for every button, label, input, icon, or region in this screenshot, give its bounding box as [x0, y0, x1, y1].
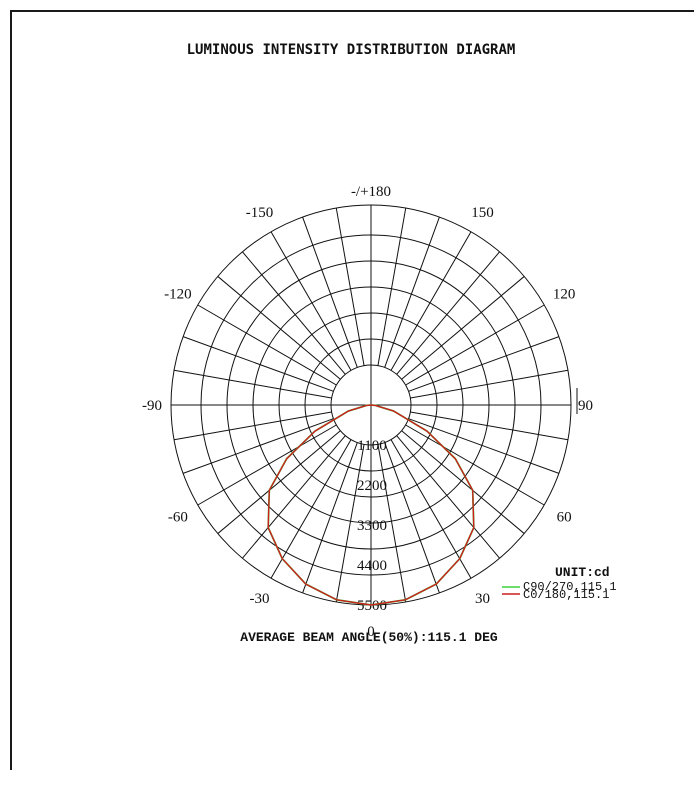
grid-spoke — [408, 418, 560, 474]
angle-label: 120 — [553, 287, 576, 303]
angle-label: -60 — [168, 510, 188, 526]
angle-label: -150 — [246, 205, 274, 221]
grid-spoke — [405, 424, 545, 506]
grid-spoke — [242, 435, 346, 559]
grid-spoke — [377, 444, 407, 603]
grid-spoke — [270, 439, 352, 579]
radial-tick-label: 2200 — [357, 478, 387, 494]
grid-spoke — [217, 276, 341, 380]
angle-label: 90 — [578, 398, 593, 414]
grid-spoke — [182, 418, 334, 474]
average-beam-angle: AVERAGE BEAM ANGLE(50%):115.1 DEG — [240, 630, 498, 645]
grid-spoke — [377, 207, 407, 366]
angle-label: 150 — [471, 205, 494, 221]
chart-frame — [10, 10, 694, 770]
grid-spoke — [410, 411, 569, 441]
legend-label-c0-180: C0/180,115.1 — [523, 588, 609, 602]
grid-spoke — [384, 442, 440, 594]
curve-c0-180 — [267, 404, 475, 606]
angle-label: 30 — [475, 591, 490, 607]
grid-spoke — [405, 304, 545, 386]
grid-spoke — [173, 369, 332, 399]
grid-spoke — [197, 304, 337, 386]
grid-spoke — [302, 442, 358, 594]
grid-spoke — [197, 424, 337, 506]
angle-label: 60 — [557, 510, 572, 526]
grid-spoke — [396, 435, 500, 559]
grid-spoke — [408, 336, 560, 392]
radial-tick-label: 5500 — [357, 598, 387, 614]
grid-spoke — [401, 276, 525, 380]
radial-tick-label: 1100 — [357, 438, 386, 454]
grid-spoke — [335, 444, 365, 603]
angle-label: -120 — [164, 287, 192, 303]
intensity-curves — [267, 404, 475, 606]
angle-label: 0 — [367, 624, 375, 640]
angle-label: -90 — [142, 398, 162, 414]
grid-spoke — [390, 439, 472, 579]
grid-spoke — [217, 430, 341, 534]
grid-spoke — [390, 231, 472, 371]
grid-spoke — [173, 411, 332, 441]
grid-spoke — [182, 336, 334, 392]
grid-spoke — [410, 369, 569, 399]
grid-spoke — [384, 216, 440, 368]
radial-tick-labels: 1100 2200 3300 4400 5500 — [357, 438, 387, 614]
legend: UNIT:cd C0/180,115.1 C90/270,115.1 — [502, 565, 617, 602]
radial-tick-label: 3300 — [357, 518, 387, 534]
grid-spoke — [335, 207, 365, 366]
angle-label: -/+180 — [351, 184, 391, 200]
grid-spoke — [242, 251, 346, 375]
chart-title: LUMINOUS INTENSITY DISTRIBUTION DIAGRAM — [187, 42, 516, 58]
radial-tick-label: 4400 — [357, 558, 387, 574]
legend-label-c90-270: C90/270,115.1 — [523, 580, 617, 594]
unit-label: UNIT:cd — [555, 565, 610, 580]
polar-grid — [170, 204, 578, 606]
grid-spoke — [270, 231, 352, 371]
grid-spoke — [396, 251, 500, 375]
angle-label: -30 — [250, 591, 270, 607]
grid-spoke — [401, 430, 525, 534]
angle-labels: 0 30 60 90 120 150 -/+180 -150 -120 -90 -60 -30 — [142, 184, 593, 640]
grid-spoke — [302, 216, 358, 368]
